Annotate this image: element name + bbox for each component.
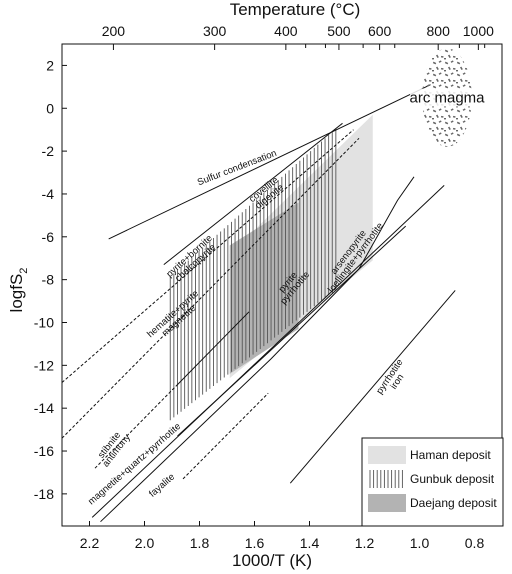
y-tick-label: -14 xyxy=(34,400,54,416)
y-tick-label: -4 xyxy=(42,186,55,202)
y-tick-label: -8 xyxy=(42,272,55,288)
arc-magma-label: arc magma xyxy=(409,90,485,107)
legend-swatch-daejang xyxy=(368,494,406,512)
curve-stibnite xyxy=(94,384,178,469)
x-tick-label: 1.6 xyxy=(245,535,265,551)
curve-pyrite_bornite xyxy=(62,129,354,383)
curve-pyrrhotite_iron xyxy=(289,290,456,484)
y-axis-title-subscript: 2 xyxy=(18,268,30,274)
curve-mqp_dashed xyxy=(182,392,269,480)
top-tick-label: 200 xyxy=(102,23,126,39)
curve-sulfur xyxy=(108,84,431,240)
plot-frame xyxy=(61,43,503,527)
deposit-region-gunbuk xyxy=(169,128,337,421)
y-axis-title: logfS2 xyxy=(7,268,30,313)
y-tick-label: 0 xyxy=(46,100,54,116)
curve-mqp xyxy=(91,185,445,518)
x-tick-label: 1.4 xyxy=(300,535,320,551)
curve-label-mqp: magnetite+quartz+pyrrhotite xyxy=(86,421,183,507)
top-tick-label: 400 xyxy=(274,23,298,39)
top-tick-label: 600 xyxy=(368,23,392,39)
axes: 2 0 -2 -4 -6 -8 -10 -12 -14 -16 -18 2.2 2.0 1.8 1.6 1.4… xyxy=(34,23,494,551)
curve-arsenopyrite xyxy=(100,176,415,523)
arc-magma-label-backdrop xyxy=(410,88,484,107)
y-tick-label: -12 xyxy=(34,357,54,373)
y-tick-label: -10 xyxy=(34,314,54,330)
top-tick-label: 800 xyxy=(427,23,451,39)
legend-label-haman: Haman deposit xyxy=(410,448,491,462)
legend-swatch-gunbuk xyxy=(369,470,403,488)
y-tick-label: 2 xyxy=(46,57,54,73)
deposit-regions xyxy=(169,114,373,421)
x-tick-label: 1.8 xyxy=(190,535,210,551)
curve-hematite xyxy=(62,137,360,439)
curve-label-mqp_fayalite: fayalite xyxy=(147,472,177,500)
arc-magma-annotation: arc magma xyxy=(409,48,485,147)
top-tick-label: 1000 xyxy=(463,23,494,39)
y-tick-label: -16 xyxy=(34,443,54,459)
y-tick-label: -2 xyxy=(42,143,55,159)
top-tick-label: 300 xyxy=(203,23,227,39)
top-axis-title: Temperature (°C) xyxy=(230,0,361,19)
curve-covellite xyxy=(163,122,343,265)
phase-boundary-curves xyxy=(62,84,456,523)
y-axis-title-main: logfS xyxy=(7,274,26,313)
legend-label-daejang: Daejang deposit xyxy=(410,496,497,510)
x-tick-label: 2.2 xyxy=(80,535,100,551)
x-tick-label: 0.8 xyxy=(465,535,485,551)
x-tick-label: 1.0 xyxy=(410,535,430,551)
y-tick-label: -6 xyxy=(42,229,55,245)
legend: Haman deposit Gunbuk deposit Daejang dep… xyxy=(361,437,504,527)
legend-swatch-haman xyxy=(368,446,406,464)
x-tick-label: 1.2 xyxy=(355,535,375,551)
legend-label-gunbuk: Gunbuk deposit xyxy=(410,472,495,486)
x-tick-label: 2.0 xyxy=(135,535,155,551)
top-tick-label: 500 xyxy=(327,23,351,39)
y-tick-label: -18 xyxy=(34,486,54,502)
curve-stibnite_solid xyxy=(177,311,250,385)
x-axis-title: 1000/T (K) xyxy=(232,551,312,570)
